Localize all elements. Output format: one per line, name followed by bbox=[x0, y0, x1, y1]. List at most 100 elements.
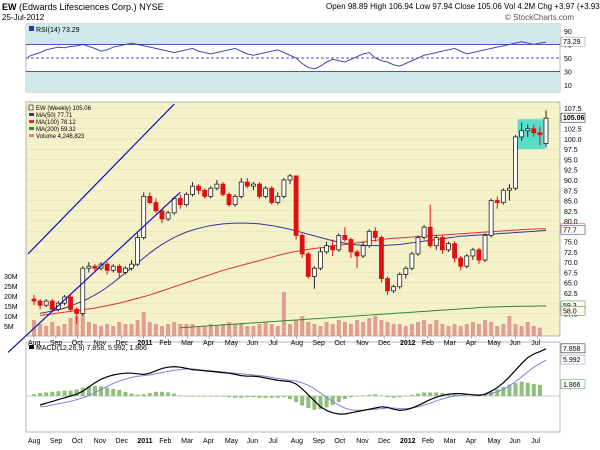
macd-histogram-bar bbox=[141, 394, 146, 396]
candle-body bbox=[293, 175, 299, 236]
macd-histogram-bar bbox=[489, 391, 494, 396]
candle-body bbox=[318, 251, 323, 269]
volume-bar bbox=[281, 292, 286, 336]
ticker-symbol: EW bbox=[2, 2, 17, 12]
candle-body bbox=[31, 298, 37, 302]
rsi-tick-0: 10 bbox=[564, 83, 572, 90]
volume-bar bbox=[422, 320, 427, 336]
volume-bar bbox=[160, 326, 164, 336]
macd-histogram-bar bbox=[531, 384, 536, 396]
macd-histogram-bar bbox=[80, 387, 85, 396]
volume-bar bbox=[367, 318, 372, 336]
x-tick-label-bottom-22: Jun bbox=[509, 438, 520, 445]
macd-histogram-bar bbox=[409, 394, 414, 396]
macd-histogram-bar bbox=[525, 382, 530, 396]
x-tick-label-19: Mar bbox=[444, 340, 457, 347]
trend-line-upper bbox=[27, 103, 175, 255]
candle bbox=[507, 184, 512, 201]
price-value-box-0 bbox=[560, 112, 586, 123]
macd-histogram-bar bbox=[348, 396, 353, 398]
price-value-box-3 bbox=[560, 300, 586, 311]
candle bbox=[299, 233, 305, 258]
price-value-label-4: 58.0 bbox=[563, 308, 577, 315]
macd-histogram-bar bbox=[452, 394, 457, 396]
macd-histogram-bar bbox=[62, 390, 67, 396]
volume-bar bbox=[403, 326, 408, 336]
candle bbox=[257, 182, 262, 199]
x-tick-label-9: May bbox=[225, 340, 239, 347]
candle-body bbox=[244, 181, 250, 187]
volume-bar bbox=[519, 326, 524, 336]
macd-histogram-bar bbox=[208, 396, 213, 397]
volume-bar bbox=[251, 326, 256, 336]
candle-body bbox=[129, 263, 134, 269]
macd-panel-frame bbox=[25, 341, 561, 433]
volume-bar bbox=[513, 324, 518, 336]
volume-bar bbox=[245, 326, 250, 336]
candle-body bbox=[348, 239, 354, 253]
volume-bar bbox=[62, 324, 67, 336]
x-tick-label-bottom-12: Aug bbox=[291, 438, 304, 445]
x-tick-label-2: Oct bbox=[72, 340, 83, 347]
volume-bar bbox=[318, 326, 323, 336]
candle-body bbox=[488, 200, 494, 236]
candle-body bbox=[379, 237, 384, 279]
macd-histogram-bar bbox=[86, 386, 91, 396]
candle bbox=[287, 173, 293, 185]
candle bbox=[305, 251, 311, 279]
candle bbox=[110, 264, 116, 273]
candle bbox=[43, 299, 49, 308]
x-tick-label-bottom-16: Dec bbox=[378, 438, 391, 445]
candle-body bbox=[470, 249, 476, 257]
macd-histogram-bar bbox=[227, 396, 232, 398]
x-tick-label-bottom-9: May bbox=[225, 438, 239, 445]
macd-histogram-bar bbox=[245, 396, 250, 398]
price-tick-0: 57.5 bbox=[564, 311, 578, 318]
x-tick-label-bottom-20: Apr bbox=[466, 438, 478, 445]
candle bbox=[214, 180, 220, 191]
volume-bar bbox=[147, 322, 152, 336]
volume-bar bbox=[452, 324, 457, 336]
candle-body bbox=[543, 117, 549, 144]
candle-body bbox=[43, 300, 49, 306]
candle bbox=[537, 126, 543, 146]
candle-body bbox=[446, 243, 451, 251]
high-value: 106.94 bbox=[388, 2, 414, 11]
x-tick-label-bottom-17: 2012 bbox=[400, 438, 416, 445]
x-tick-label-bottom-11: Jul bbox=[269, 438, 278, 445]
macd-histogram-bar bbox=[99, 386, 104, 396]
price-tick-18: 102.5 bbox=[564, 127, 582, 134]
candle-body bbox=[171, 198, 177, 214]
macd-histogram-bar bbox=[513, 382, 518, 396]
candle bbox=[397, 272, 403, 289]
consolidation-highlight bbox=[517, 119, 545, 150]
volume-bar bbox=[336, 320, 341, 336]
macd-histogram-bar bbox=[190, 396, 195, 397]
legend-swatch-3 bbox=[29, 127, 34, 130]
x-tick-label-20: Apr bbox=[466, 340, 478, 347]
volume-bar bbox=[330, 324, 335, 336]
price-tick-16: 97.5 bbox=[564, 147, 578, 154]
chart-date: 25-Jul-2012 bbox=[2, 13, 45, 22]
candle-body bbox=[281, 179, 287, 197]
candle bbox=[330, 239, 336, 256]
legend-label-1: MA(50) 77.71 bbox=[36, 113, 73, 119]
candle bbox=[159, 208, 165, 224]
price-tick-20: 107.5 bbox=[564, 106, 582, 113]
x-tick-label-bottom-6: Feb bbox=[159, 438, 171, 445]
volume-bar bbox=[50, 322, 55, 336]
volume-bar bbox=[416, 322, 420, 336]
candle bbox=[488, 198, 494, 238]
candle bbox=[177, 194, 183, 209]
price-tick-1: 60.0 bbox=[564, 301, 578, 308]
x-tick-label-bottom-15: Nov bbox=[356, 438, 369, 445]
volume-bar bbox=[306, 322, 311, 336]
volume-bar bbox=[135, 320, 140, 336]
macd-histogram-bar bbox=[470, 396, 475, 397]
volume-tick-0: 5M bbox=[4, 324, 14, 331]
candle bbox=[68, 294, 73, 312]
candle bbox=[476, 247, 482, 265]
candle bbox=[421, 225, 427, 240]
candle-body bbox=[525, 128, 531, 132]
candle bbox=[427, 204, 433, 248]
